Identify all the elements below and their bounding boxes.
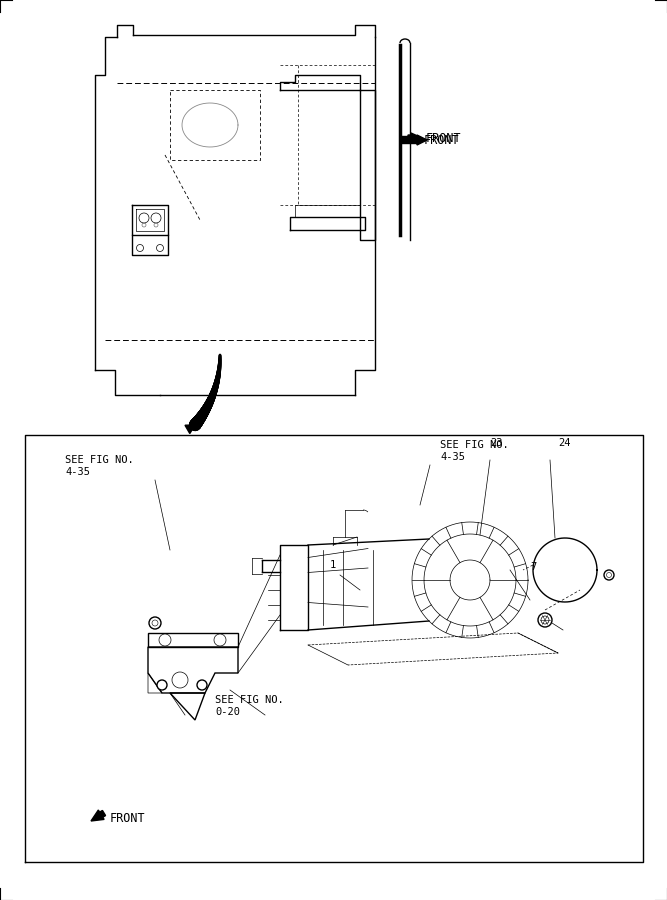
Text: SEE FIG NO.: SEE FIG NO.	[65, 455, 134, 465]
Circle shape	[159, 634, 171, 646]
Text: 24: 24	[558, 438, 570, 448]
Text: 23: 23	[490, 438, 502, 448]
Text: FRONT: FRONT	[424, 133, 460, 147]
Text: 4-35: 4-35	[65, 467, 90, 477]
Circle shape	[197, 680, 207, 690]
Text: SEE FIG NO.: SEE FIG NO.	[215, 695, 283, 705]
FancyArrow shape	[402, 135, 427, 145]
Text: FRONT: FRONT	[426, 131, 462, 145]
FancyArrow shape	[91, 810, 105, 821]
Text: FRONT: FRONT	[110, 812, 145, 824]
Circle shape	[538, 613, 552, 627]
Circle shape	[604, 570, 614, 580]
Polygon shape	[185, 425, 195, 434]
Circle shape	[149, 617, 161, 629]
Text: 1: 1	[330, 560, 336, 570]
Text: SEE FIG NO.: SEE FIG NO.	[440, 440, 509, 450]
Text: 0-20: 0-20	[215, 707, 240, 717]
Text: 7: 7	[530, 562, 536, 572]
Text: 4-35: 4-35	[440, 452, 465, 462]
FancyArrow shape	[408, 133, 422, 143]
Circle shape	[157, 680, 167, 690]
Circle shape	[214, 634, 226, 646]
